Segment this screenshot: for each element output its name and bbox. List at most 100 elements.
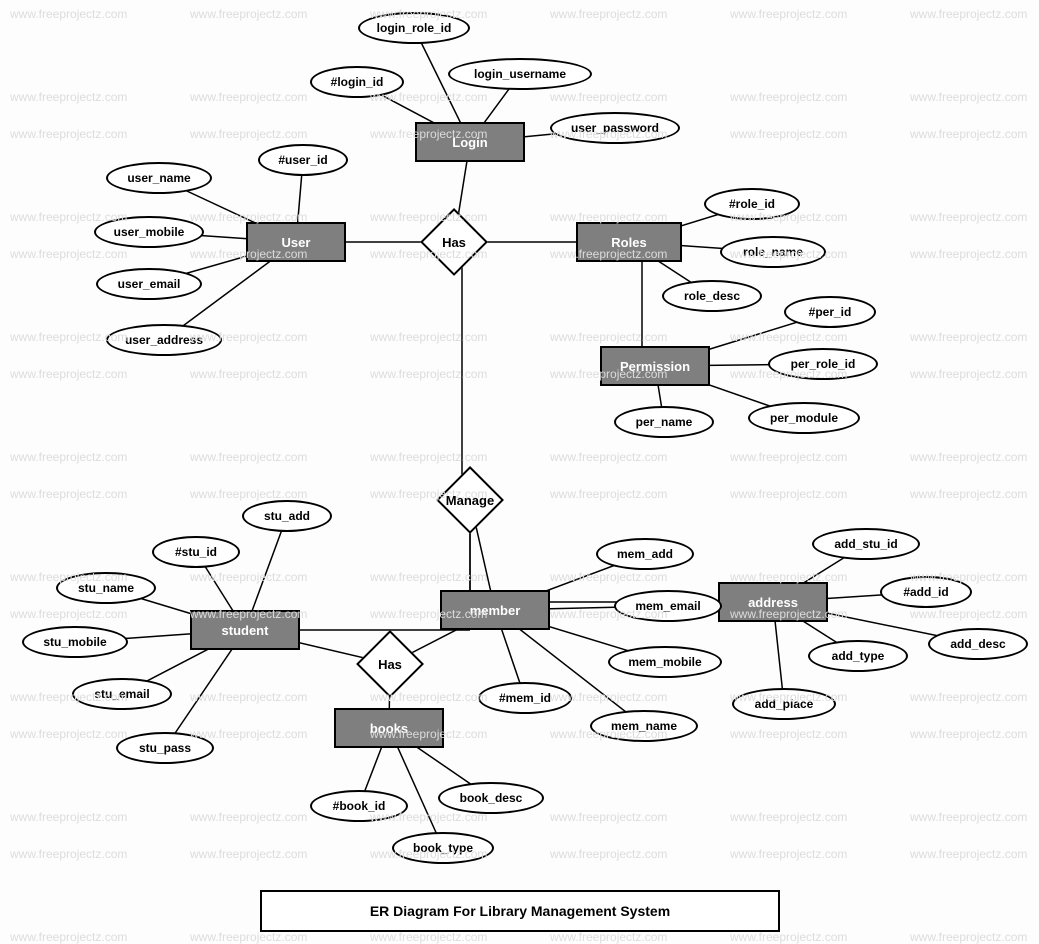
watermark-text: www.freeprojectz.com <box>910 7 1027 21</box>
entity-permission: Permission <box>600 346 710 386</box>
entity-books: books <box>334 708 444 748</box>
watermark-text: www.freeprojectz.com <box>550 330 667 344</box>
attribute-add_type: add_type <box>808 640 908 672</box>
attribute-stu_mobile: stu_mobile <box>22 626 128 658</box>
watermark-text: www.freeprojectz.com <box>550 487 667 501</box>
attribute-user_email: user_email <box>96 268 202 300</box>
watermark-text: www.freeprojectz.com <box>730 810 847 824</box>
watermark-text: www.freeprojectz.com <box>190 930 307 944</box>
watermark-text: www.freeprojectz.com <box>370 367 487 381</box>
watermark-text: www.freeprojectz.com <box>10 727 127 741</box>
watermark-text: www.freeprojectz.com <box>550 90 667 104</box>
watermark-text: www.freeprojectz.com <box>10 487 127 501</box>
attribute-book_desc: book_desc <box>438 782 544 814</box>
attribute-role_desc: role_desc <box>662 280 762 312</box>
watermark-text: www.freeprojectz.com <box>550 930 667 944</box>
attribute-add_stu_id: add_stu_id <box>812 528 920 560</box>
entity-student: student <box>190 610 300 650</box>
watermark-text: www.freeprojectz.com <box>190 90 307 104</box>
watermark-text: www.freeprojectz.com <box>190 7 307 21</box>
watermark-text: www.freeprojectz.com <box>910 690 1027 704</box>
watermark-text: www.freeprojectz.com <box>370 330 487 344</box>
attribute-add_piace: add_piace <box>732 688 836 720</box>
attribute-mem_add: mem_add <box>596 538 694 570</box>
watermark-text: www.freeprojectz.com <box>10 450 127 464</box>
watermark-text: www.freeprojectz.com <box>910 247 1027 261</box>
attribute-mem_mobile: mem_mobile <box>608 646 722 678</box>
watermark-text: www.freeprojectz.com <box>910 210 1027 224</box>
relationship-label-has_low: Has <box>378 657 402 672</box>
attribute-per_module: per_module <box>748 402 860 434</box>
attribute-stu_pass: stu_pass <box>116 732 214 764</box>
attribute-user_address: user_address <box>106 324 222 356</box>
entity-user: User <box>246 222 346 262</box>
watermark-text: www.freeprojectz.com <box>10 847 127 861</box>
watermark-text: www.freeprojectz.com <box>730 727 847 741</box>
watermark-text: www.freeprojectz.com <box>910 90 1027 104</box>
watermark-text: www.freeprojectz.com <box>910 930 1027 944</box>
entity-address: address <box>718 582 828 622</box>
watermark-text: www.freeprojectz.com <box>910 450 1027 464</box>
watermark-text: www.freeprojectz.com <box>10 930 127 944</box>
watermark-text: www.freeprojectz.com <box>190 690 307 704</box>
watermark-text: www.freeprojectz.com <box>550 7 667 21</box>
entity-roles: Roles <box>576 222 682 262</box>
relationship-manage: Manage <box>436 466 504 534</box>
entity-member: member <box>440 590 550 630</box>
watermark-text: www.freeprojectz.com <box>730 90 847 104</box>
watermark-text: www.freeprojectz.com <box>190 847 307 861</box>
watermark-text: www.freeprojectz.com <box>910 127 1027 141</box>
watermark-text: www.freeprojectz.com <box>550 450 667 464</box>
attribute-add_id: #add_id <box>880 576 972 608</box>
attribute-mem_email: mem_email <box>614 590 722 622</box>
watermark-text: www.freeprojectz.com <box>10 810 127 824</box>
watermark-text: www.freeprojectz.com <box>190 450 307 464</box>
attribute-login_username: login_username <box>448 58 592 90</box>
watermark-text: www.freeprojectz.com <box>190 127 307 141</box>
attribute-role_id: #role_id <box>704 188 800 220</box>
attribute-book_type: book_type <box>392 832 494 864</box>
watermark-text: www.freeprojectz.com <box>910 810 1027 824</box>
watermark-text: www.freeprojectz.com <box>730 487 847 501</box>
watermark-text: www.freeprojectz.com <box>10 247 127 261</box>
watermark-text: www.freeprojectz.com <box>370 930 487 944</box>
watermark-text: www.freeprojectz.com <box>370 570 487 584</box>
watermark-text: www.freeprojectz.com <box>190 727 307 741</box>
watermark-text: www.freeprojectz.com <box>550 847 667 861</box>
relationship-label-manage: Manage <box>446 493 494 508</box>
watermark-text: www.freeprojectz.com <box>730 930 847 944</box>
watermark-text: www.freeprojectz.com <box>730 450 847 464</box>
attribute-stu_email: stu_email <box>72 678 172 710</box>
watermark-text: www.freeprojectz.com <box>730 330 847 344</box>
watermark-text: www.freeprojectz.com <box>730 847 847 861</box>
attribute-stu_add: stu_add <box>242 500 332 532</box>
entity-login: Login <box>415 122 525 162</box>
watermark-text: www.freeprojectz.com <box>190 367 307 381</box>
watermark-text: www.freeprojectz.com <box>910 487 1027 501</box>
relationship-has_top: Has <box>420 208 488 276</box>
watermark-text: www.freeprojectz.com <box>730 7 847 21</box>
attribute-user_name: user_name <box>106 162 212 194</box>
watermark-text: www.freeprojectz.com <box>550 570 667 584</box>
attribute-login_role_id: login_role_id <box>358 12 470 44</box>
attribute-per_id: #per_id <box>784 296 876 328</box>
watermark-text: www.freeprojectz.com <box>190 570 307 584</box>
watermark-text: www.freeprojectz.com <box>910 367 1027 381</box>
watermark-text: www.freeprojectz.com <box>910 847 1027 861</box>
attribute-per_name: per_name <box>614 406 714 438</box>
attribute-user_password: user_password <box>550 112 680 144</box>
watermark-text: www.freeprojectz.com <box>190 487 307 501</box>
watermark-text: www.freeprojectz.com <box>10 367 127 381</box>
attribute-mem_id: #mem_id <box>478 682 572 714</box>
relationship-label-has_top: Has <box>442 235 466 250</box>
watermark-text: www.freeprojectz.com <box>10 90 127 104</box>
watermark-text: www.freeprojectz.com <box>730 127 847 141</box>
attribute-stu_name: stu_name <box>56 572 156 604</box>
watermark-text: www.freeprojectz.com <box>910 727 1027 741</box>
attribute-stu_id: #stu_id <box>152 536 240 568</box>
attribute-per_role_id: per_role_id <box>768 348 878 380</box>
attribute-role_name: role_name <box>720 236 826 268</box>
watermark-text: www.freeprojectz.com <box>10 607 127 621</box>
watermark-text: www.freeprojectz.com <box>10 127 127 141</box>
watermark-text: www.freeprojectz.com <box>910 607 1027 621</box>
